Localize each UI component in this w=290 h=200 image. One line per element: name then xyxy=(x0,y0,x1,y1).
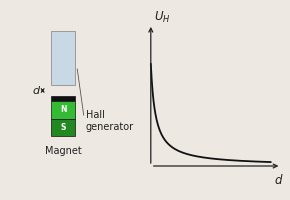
Text: $d$: $d$ xyxy=(32,84,41,96)
Text: N: N xyxy=(60,105,66,114)
Bar xyxy=(51,31,75,85)
Bar xyxy=(51,118,75,136)
Bar xyxy=(51,96,75,101)
Bar xyxy=(51,101,75,118)
Text: $U_H$: $U_H$ xyxy=(154,9,171,25)
Text: Hall
generator: Hall generator xyxy=(86,110,134,132)
Text: $d$: $d$ xyxy=(274,173,283,187)
Text: Magnet: Magnet xyxy=(45,146,81,156)
Text: S: S xyxy=(60,123,66,132)
